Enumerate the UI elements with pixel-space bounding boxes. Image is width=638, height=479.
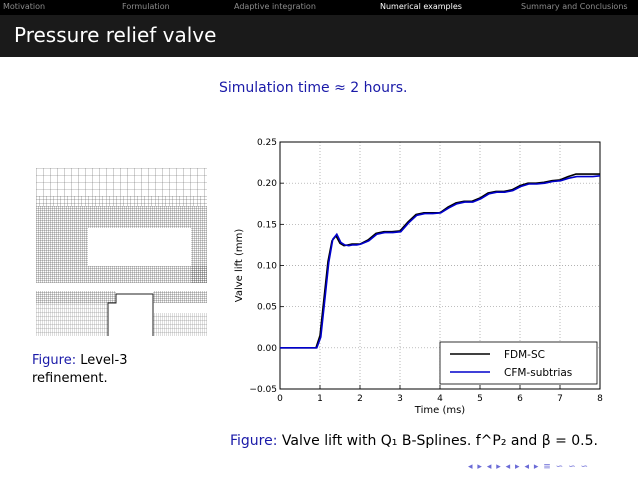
nav-outline-icon[interactable]: ≡ xyxy=(543,462,552,472)
nav-prev-subsection-icon[interactable]: ◂ xyxy=(505,462,512,472)
mesh-bottom-left xyxy=(36,303,108,336)
mesh-gap xyxy=(36,283,207,291)
nav-item-adaptive-integration[interactable]: Adaptive integration xyxy=(234,2,316,11)
x-tick-label: 8 xyxy=(597,394,603,404)
series-line-fdm-sc xyxy=(280,173,600,349)
y-tick-label: 0.10 xyxy=(257,262,277,272)
figure-left-text: Level-3 refinement. xyxy=(32,353,128,386)
legend-label-fdm-sc: FDM-SC xyxy=(504,349,545,361)
mesh-fine-upper xyxy=(36,206,207,228)
mesh-coarse-region xyxy=(36,168,207,196)
refinement-mesh-figure xyxy=(36,168,207,336)
figure-left-label: Figure: xyxy=(32,353,77,368)
slide-subtitle: Simulation time ≈ 2 hours. xyxy=(219,80,408,96)
y-tick-label: 0.05 xyxy=(257,303,277,313)
mesh-valve-outline xyxy=(107,293,154,336)
valve-lift-chart: 0 1 2 3 4 5 6 7 8 −0.05 0.00 0.05 0.10 0.15 0.20 0.25 Ti… xyxy=(234,138,603,416)
nav-prev-frame-icon[interactable]: ◂ xyxy=(468,462,474,472)
mesh-bottom-right xyxy=(153,313,207,336)
nav-forward-icon[interactable]: ∽ xyxy=(580,462,590,472)
nav-item-motivation[interactable]: Motivation xyxy=(3,2,46,11)
x-tick-label: 2 xyxy=(357,394,363,404)
nav-next-subsection-icon[interactable]: ▸ xyxy=(515,462,521,472)
x-axis-label: Time (ms) xyxy=(414,405,466,416)
y-tick-label: 0.00 xyxy=(257,344,277,354)
beamer-nav-controls: ◂ ▸ ◂ ▸ ◂ ▸ ◂ ▸ ≡ ∽ ∽ ∽ xyxy=(468,462,589,472)
mesh-lower-left xyxy=(36,291,116,303)
figure-right-caption: Figure: Valve lift with Q₁ B-Splines. f^… xyxy=(230,433,598,449)
y-axis-label: Valve lift (mm) xyxy=(234,229,245,303)
nav-next-frame-icon[interactable]: ▸ xyxy=(477,462,483,472)
nav-next-section-icon[interactable]: ▸ xyxy=(533,462,540,472)
nav-search-icon[interactable]: ∽ xyxy=(568,462,577,472)
x-tick-label: 4 xyxy=(437,394,443,404)
x-tick-label: 0 xyxy=(277,394,283,404)
y-tick-label: −0.05 xyxy=(249,385,277,395)
nav-back-icon[interactable]: ∽ xyxy=(555,462,565,472)
mesh-fine-lower-bar xyxy=(36,266,207,283)
x-tick-label: 6 xyxy=(517,394,523,404)
legend-label-cfm-subtrias: CFM-subtrias xyxy=(504,367,572,379)
y-tick-label: 0.20 xyxy=(257,179,277,189)
figure-right-label: Figure: xyxy=(230,433,278,449)
slide-title: Pressure relief valve xyxy=(14,23,217,47)
series-line-cfm-subtrias xyxy=(280,175,601,349)
mesh-fine-left-arm xyxy=(36,228,88,266)
y-tick-label: 0.15 xyxy=(257,220,277,230)
nav-item-numerical-examples[interactable]: Numerical examples xyxy=(380,2,462,11)
mesh-medium-region xyxy=(36,196,207,206)
nav-prev-section-icon[interactable]: ◂ xyxy=(524,462,530,472)
mesh-valve-notch xyxy=(116,294,153,336)
nav-item-formulation[interactable]: Formulation xyxy=(122,2,170,11)
figure-right-text: Valve lift with Q₁ B-Splines. f^P₂ and β… xyxy=(281,433,598,449)
legend-box xyxy=(439,341,598,385)
x-tick-label: 1 xyxy=(317,394,323,404)
nav-item-summary-conclusions[interactable]: Summary and Conclusions xyxy=(521,2,628,11)
mesh-lower-right xyxy=(153,291,207,303)
nav-prev-slide-icon[interactable]: ◂ xyxy=(486,462,493,472)
x-tick-label: 3 xyxy=(397,394,403,404)
section-nav-bar: Motivation Formulation Adaptive integrat… xyxy=(0,0,638,15)
y-tick-label: 0.25 xyxy=(257,138,277,148)
figure-left-caption: Figure: Level-3 refinement. xyxy=(32,352,172,388)
x-tick-label: 7 xyxy=(557,394,563,404)
x-tick-label: 5 xyxy=(477,394,483,404)
nav-next-slide-icon[interactable]: ▸ xyxy=(496,462,502,472)
mesh-cavity xyxy=(88,228,191,266)
slide-title-bar: Pressure relief valve xyxy=(0,15,638,57)
